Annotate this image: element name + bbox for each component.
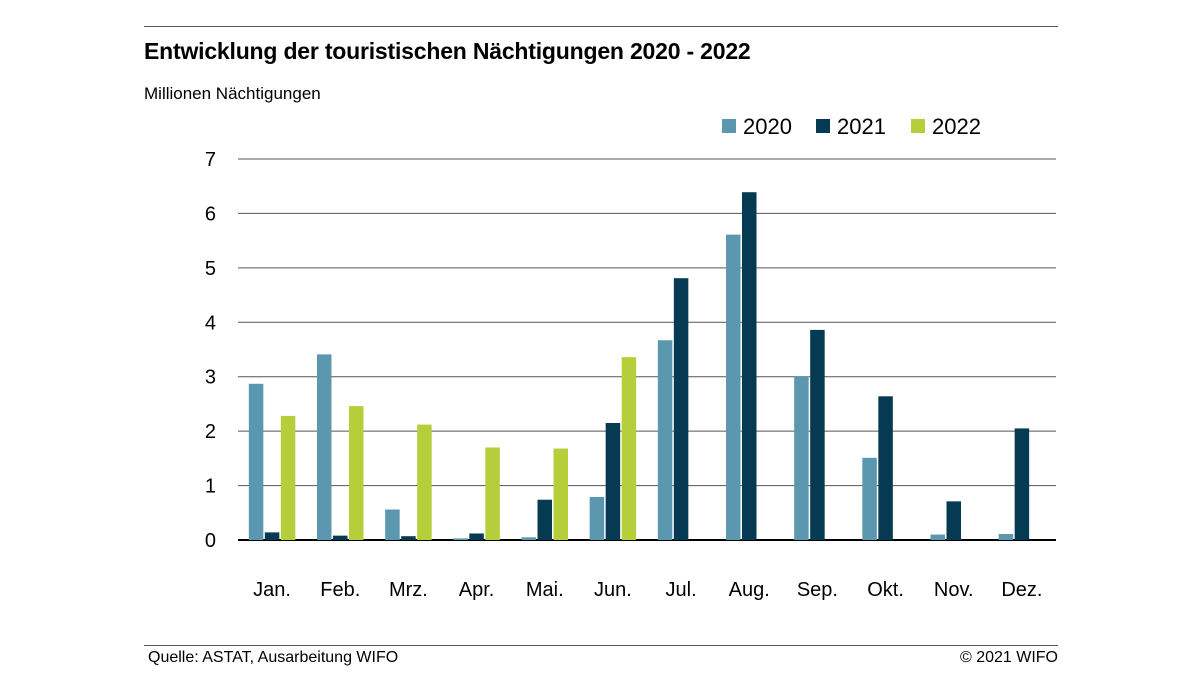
bar-2022-5 <box>621 357 637 540</box>
x-tick-label: Dez. <box>1001 579 1042 601</box>
bar-2020-11 <box>998 534 1014 540</box>
bar-2021-11 <box>1014 428 1030 540</box>
bar-2020-7 <box>726 234 741 541</box>
bar-2021-8 <box>810 329 825 540</box>
x-tick-label: Sep. <box>797 579 838 601</box>
bar-2020-6 <box>657 340 673 540</box>
x-tick-label: Mrz. <box>389 579 428 601</box>
bar-2022-2 <box>417 424 432 540</box>
x-tick-label: Apr. <box>459 579 495 601</box>
bar-2021-1 <box>333 535 348 540</box>
legend-label-2020: 2020 <box>743 114 792 139</box>
chart-subtitle: Millionen Nächtigungen <box>144 84 321 103</box>
x-tick-label: Jan. <box>253 579 291 601</box>
bar-2020-2 <box>385 509 400 540</box>
y-tick-label: 4 <box>205 312 216 334</box>
y-tick-label: 5 <box>205 258 216 280</box>
x-tick-label: Nov. <box>934 579 974 601</box>
bar-2021-5 <box>605 422 621 540</box>
bar-2020-3 <box>453 538 468 540</box>
legend-label-2021: 2021 <box>837 114 886 139</box>
bar-2021-2 <box>401 536 416 540</box>
x-tick-label: Aug. <box>729 579 770 601</box>
gridlines <box>238 158 1056 541</box>
x-tick-label: Feb. <box>320 579 360 601</box>
y-tick-label: 0 <box>205 530 216 552</box>
legend-label-2022: 2022 <box>932 114 981 139</box>
legend-swatch-2020 <box>722 119 736 133</box>
bar-2022-3 <box>485 447 500 540</box>
bar-2020-1 <box>317 354 332 540</box>
bar-2021-3 <box>469 533 484 540</box>
bars <box>248 192 1030 541</box>
bar-2021-0 <box>264 532 280 540</box>
legend-swatch-2022 <box>911 119 925 133</box>
y-tick-label: 1 <box>205 476 216 498</box>
bar-2020-9 <box>862 457 877 540</box>
x-tick-label: Mai. <box>526 579 564 601</box>
y-tick-label: 3 <box>205 367 216 389</box>
bottom-rule <box>144 645 1058 646</box>
bar-2020-0 <box>248 383 264 540</box>
y-tick-label: 7 <box>205 149 216 171</box>
x-tick-label: Jul. <box>666 579 697 601</box>
bar-2021-7 <box>742 192 757 541</box>
bar-2022-1 <box>349 406 364 540</box>
bar-2021-9 <box>878 396 893 540</box>
bar-2020-4 <box>521 537 536 540</box>
legend: 2020 2021 2022 <box>722 114 981 139</box>
legend-swatch-2021 <box>816 119 830 133</box>
y-tick-label: 2 <box>205 421 216 443</box>
x-tick-label: Jun. <box>594 579 632 601</box>
bar-2022-0 <box>280 415 296 540</box>
x-tick-label: Okt. <box>867 579 904 601</box>
bar-2021-4 <box>537 499 552 540</box>
chart-title: Entwicklung der touristischen Nächtigung… <box>144 38 751 64</box>
bar-2022-4 <box>553 448 568 540</box>
copyright-note: © 2021 WIFO <box>959 649 1058 666</box>
y-axis-ticks: 0 1 2 3 4 5 6 7 <box>205 149 216 552</box>
top-rule <box>144 26 1058 27</box>
bar-2020-8 <box>794 376 809 540</box>
bar-2021-10 <box>946 501 961 540</box>
bar-2021-6 <box>673 278 689 540</box>
x-axis-ticks: Jan. Feb. Mrz. Apr. Mai. Jun. Jul. Aug. Sep. Okt.… <box>253 579 1042 601</box>
source-note: Quelle: ASTAT, Ausarbeitung WIFO <box>148 649 399 666</box>
y-tick-label: 6 <box>205 203 216 225</box>
bar-2020-10 <box>930 534 945 540</box>
bar-2020-5 <box>589 497 605 540</box>
